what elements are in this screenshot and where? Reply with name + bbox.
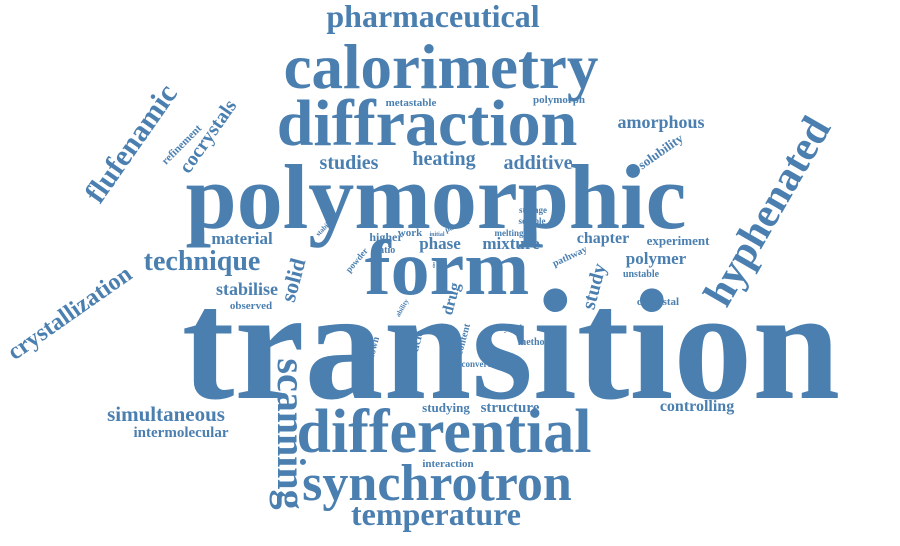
word: structure: [481, 400, 540, 416]
word: simultaneous: [107, 402, 225, 426]
word: material: [211, 229, 273, 248]
word: synchrotron: [302, 455, 572, 512]
word: scanning: [269, 358, 314, 509]
word: melting: [495, 228, 524, 238]
word: energy: [438, 264, 443, 276]
word: experiment: [647, 233, 710, 248]
word: work: [398, 227, 423, 239]
word: size: [431, 262, 436, 268]
word: storage: [519, 205, 547, 215]
word: amorphous: [617, 112, 704, 132]
word: differential: [296, 398, 591, 466]
word: technique: [144, 246, 261, 277]
word: additive: [504, 152, 573, 174]
word: polymorphic: [186, 146, 687, 248]
word: metastable: [386, 97, 437, 109]
word: temperature: [351, 496, 521, 532]
word: pharmaceutical: [326, 0, 539, 34]
word: interaction: [422, 458, 473, 470]
word: intermolecular: [134, 425, 229, 441]
word: studies: [320, 152, 379, 174]
word: crystallization: [3, 261, 137, 366]
word: flufenamic: [79, 78, 184, 209]
word: cocrystal: [637, 296, 679, 308]
word: convert: [462, 359, 491, 369]
word: phase: [419, 234, 461, 253]
word: soluble: [518, 216, 545, 226]
word: controlling: [660, 398, 734, 415]
word: crystal: [496, 323, 522, 333]
word: ratio: [375, 245, 396, 256]
word: observed: [230, 300, 272, 312]
word: polymer: [626, 249, 687, 268]
word: polymorph: [533, 94, 585, 106]
word: studying: [422, 400, 470, 415]
word: form: [365, 224, 530, 311]
word: calorimetry: [284, 32, 599, 102]
word: stabilise: [216, 279, 278, 299]
word: higher: [369, 230, 403, 244]
word: unstable: [623, 269, 660, 280]
word: chapter: [577, 230, 629, 247]
word: diffraction: [277, 87, 578, 160]
word: heating: [412, 148, 475, 170]
word: transition: [182, 258, 840, 433]
word: mixture: [482, 234, 540, 253]
word: initial: [429, 232, 444, 238]
word: method: [518, 337, 551, 348]
